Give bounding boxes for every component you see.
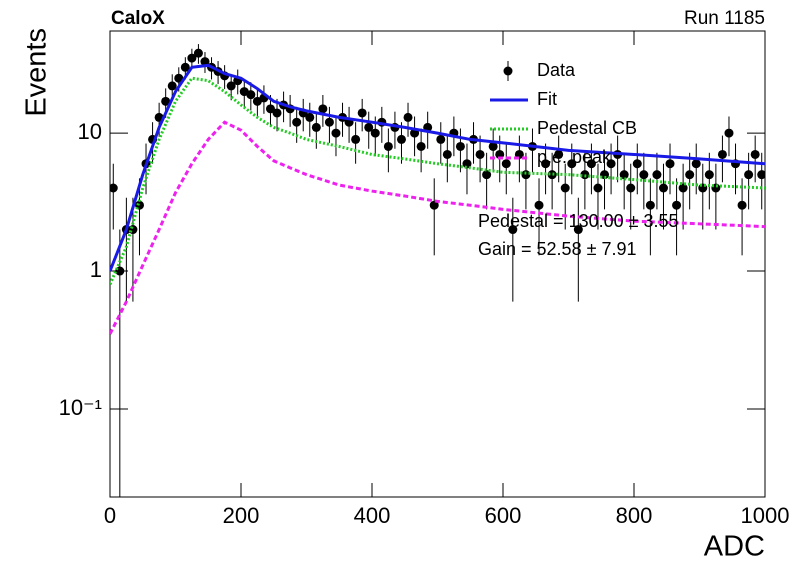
data-point (383, 141, 393, 151)
legend-label: Data (537, 60, 576, 80)
annotation: Gain = 52.58 ± 7.91 (478, 239, 637, 259)
data-point (586, 159, 596, 169)
data-point (462, 159, 472, 169)
data-point (161, 96, 171, 106)
data-point (606, 159, 616, 169)
data-point (396, 134, 406, 144)
data-point (665, 159, 675, 169)
y-tick-label: 1 (90, 257, 102, 282)
x-tick-label: 800 (616, 503, 653, 528)
curve (110, 76, 765, 286)
x-axis-label: ADC (704, 531, 765, 563)
plot-frame (109, 30, 766, 498)
data-point (455, 141, 465, 151)
curve (110, 120, 765, 335)
y-tick-label: 10 (78, 119, 102, 144)
data-point (272, 108, 282, 118)
data-point (351, 134, 361, 144)
data-point (724, 128, 734, 138)
data-point (187, 53, 197, 63)
data-point (180, 62, 190, 72)
data-point (305, 112, 315, 122)
x-tick-label: 400 (354, 503, 391, 528)
data-point (658, 183, 668, 193)
data-point (554, 149, 564, 159)
data-point (292, 117, 302, 127)
data-point (167, 81, 177, 91)
chart-title: CaloX (111, 8, 165, 29)
data-point (567, 159, 577, 169)
data-point (704, 170, 714, 180)
x-tick-label: 1000 (741, 503, 790, 528)
data-point (226, 81, 236, 91)
x-tick-label: 200 (223, 503, 260, 528)
data-point (757, 170, 765, 180)
data-point (442, 149, 452, 159)
data-point (331, 128, 341, 138)
data-point (717, 149, 727, 159)
data-point (685, 170, 695, 180)
data-point (246, 90, 256, 100)
legend-label: Pedestal CB (537, 118, 637, 138)
data-point (672, 200, 682, 210)
data-point (324, 117, 334, 127)
data-point (200, 57, 210, 67)
data-point (174, 73, 184, 83)
data-point (416, 141, 426, 151)
data-point (364, 122, 374, 132)
data-point (429, 200, 439, 210)
data-point (318, 104, 328, 114)
data-point (632, 159, 642, 169)
data-point (370, 128, 380, 138)
data-point (488, 141, 498, 151)
data-point (593, 183, 603, 193)
chart-subtitle: Run 1185 (684, 8, 765, 29)
data-point (311, 122, 321, 132)
data-point (534, 200, 544, 210)
data-point (501, 159, 511, 169)
y-tick-label: 10⁻¹ (59, 395, 102, 420)
data-point (357, 108, 367, 118)
data-point (639, 170, 649, 180)
legend-label: Fit (537, 89, 557, 109)
data-point (521, 170, 531, 180)
legend-marker (503, 66, 513, 76)
data-point (128, 225, 138, 235)
annotation: Pedestal = 130.00 ± 3.55 (478, 211, 679, 231)
data-point (265, 104, 275, 114)
y-axis-label: Events (21, 28, 53, 117)
data-point (652, 170, 662, 180)
data-point (560, 183, 570, 193)
data-point (744, 170, 754, 180)
data-point (750, 149, 760, 159)
x-tick-label: 600 (485, 503, 522, 528)
data-point (645, 200, 655, 210)
data-point (508, 225, 518, 235)
data-point (573, 225, 583, 235)
data-point (547, 170, 557, 180)
data-point (193, 48, 203, 58)
x-tick-label: 0 (104, 503, 116, 528)
legend-label: p.e. peak (537, 147, 612, 167)
data-point (541, 159, 551, 169)
data-point (475, 149, 485, 159)
data-point (678, 183, 688, 193)
data-point (110, 183, 118, 193)
data-point (691, 159, 701, 169)
data-point (626, 183, 636, 193)
curve (110, 63, 765, 272)
plot-area (110, 44, 765, 497)
data-point (482, 170, 492, 180)
data-point (436, 134, 446, 144)
data-point (619, 170, 629, 180)
data-point (403, 112, 413, 122)
data-point (737, 200, 747, 210)
